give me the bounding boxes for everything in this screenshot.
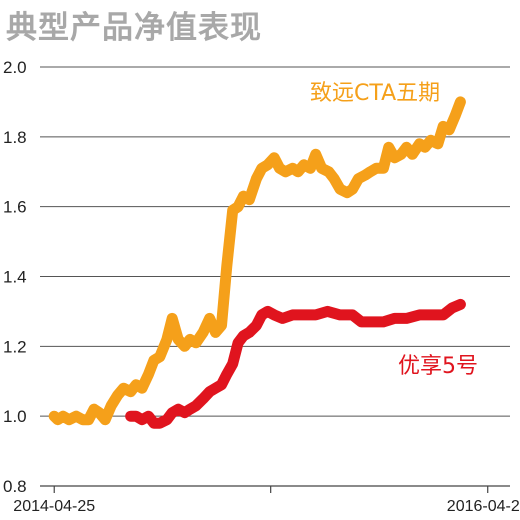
chart-title: 典型产品净值表现 <box>6 10 262 46</box>
y-tick-label: 1.2 <box>3 337 27 356</box>
y-tick-label: 0.8 <box>3 477 27 496</box>
y-tick-label: 1.6 <box>3 198 27 217</box>
y-tick-label: 1.4 <box>3 268 27 287</box>
series-label: 致远CTA五期 <box>310 81 440 106</box>
y-tick-label: 1.0 <box>3 407 27 426</box>
series-line-2 <box>125 298 466 429</box>
y-tick-label: 1.8 <box>3 128 27 147</box>
x-tick-label: 2014-04-25 <box>13 498 95 515</box>
y-tick-label: 2.0 <box>3 58 27 77</box>
series-label: 优享5号 <box>398 354 478 379</box>
x-tick-label: 2016-04-25 <box>447 498 520 515</box>
series-line-1 <box>48 96 466 426</box>
